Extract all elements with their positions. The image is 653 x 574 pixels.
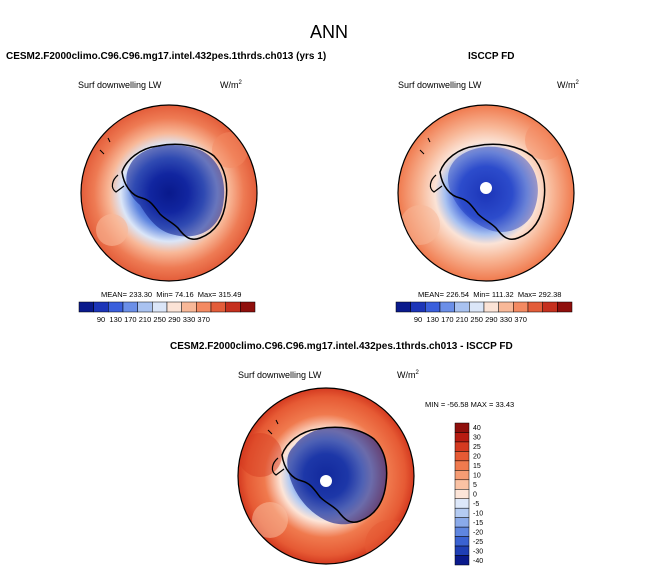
- obs-colorbar-box: [513, 301, 529, 313]
- diff-colorbar-tick-label: -40: [473, 558, 483, 565]
- diff-colorbar-box: [454, 526, 470, 537]
- model-colorbar-box: [225, 301, 241, 313]
- obs-colorbar-tick-label: 90: [414, 315, 422, 324]
- diff-minmax: MIN = -56.58 MAX = 33.43: [425, 400, 515, 409]
- diff-colorbar-tick-label: 30: [473, 435, 481, 442]
- obs-colorbar-tick-label: 290: [485, 315, 498, 324]
- diff-colorbar-tick-label: -25: [473, 539, 483, 546]
- diff-colorbar-tick-label: -10: [473, 510, 483, 517]
- model-colorbar-box: [108, 301, 124, 313]
- diff-colorbar: 40 30 25 20 15 10 5 0 -5 -10 -15 -20 -25 -30 -40: [454, 422, 483, 566]
- model-colorbar-box: [152, 301, 168, 313]
- obs-colorbar-box: [483, 301, 499, 313]
- obs-colorbar-box: [454, 301, 470, 313]
- obs-colorbar: 90 130 170 210 250 290 330 370: [395, 301, 573, 324]
- obs-variable-label: Surf downwelling LW: [398, 80, 482, 90]
- obs-colorbar-tick-label: 130: [426, 315, 439, 324]
- diff-colorbar-tick-label: -20: [473, 529, 483, 536]
- model-colorbar-box: [181, 301, 197, 313]
- diff-colorbar-box: [454, 479, 470, 490]
- obs-colorbar-box: [498, 301, 514, 313]
- diff-colorbar-box: [454, 545, 470, 556]
- model-colorbar-tick-label: 370: [197, 315, 210, 324]
- obs-stats: MEAN= 226.54 Min= 111.32 Max= 292.38: [418, 290, 562, 299]
- obs-colorbar-tick-label: 330: [500, 315, 513, 324]
- diff-colorbar-box: [454, 432, 470, 443]
- diff-variable-label: Surf downwelling LW: [238, 370, 322, 380]
- obs-colorbar-box: [410, 301, 426, 313]
- diff-colorbar-tick-label: -15: [473, 520, 483, 527]
- diff-colorbar-tick-label: 15: [473, 463, 481, 470]
- diff-colorbar-tick-label: 25: [473, 444, 481, 451]
- diff-polar-map: [237, 387, 415, 565]
- diff-colorbar-box: [454, 422, 470, 433]
- diff-colorbar-tick-label: 5: [473, 482, 477, 489]
- figure-title: ANN: [310, 22, 349, 42]
- model-colorbar: 90 130 170 210 250 290 330 370: [78, 301, 256, 324]
- diff-antarctica-coastline: [281, 426, 388, 523]
- model-colorbar-tick-label: 290: [168, 315, 181, 324]
- model-colorbar-tick-label: 250: [153, 315, 166, 324]
- model-colorbar-box: [240, 301, 256, 313]
- obs-colorbar-tick-label: 370: [514, 315, 527, 324]
- obs-colorbar-tick-label: 210: [456, 315, 469, 324]
- obs-case-title: ISCCP FD: [468, 51, 515, 62]
- model-colorbar-tick-label: 210: [139, 315, 152, 324]
- diff-colorbar-box: [454, 507, 470, 518]
- obs-colorbar-box: [557, 301, 573, 313]
- model-colorbar-tick-label: 330: [183, 315, 196, 324]
- diff-colorbar-box: [454, 536, 470, 547]
- diff-colorbar-box: [454, 460, 470, 471]
- model-colorbar-box: [122, 301, 138, 313]
- obs-units-label: W/m2: [557, 80, 579, 90]
- model-colorbar-box: [93, 301, 109, 313]
- diff-colorbar-tick-label: 0: [473, 492, 477, 499]
- obs-colorbar-box: [542, 301, 558, 313]
- obs-colorbar-tick-label: 170: [441, 315, 454, 324]
- diff-colorbar-box: [454, 498, 470, 509]
- obs-colorbar-box: [425, 301, 441, 313]
- model-units-label: W/m2: [220, 80, 242, 90]
- diff-colorbar-tick-label: 40: [473, 425, 481, 432]
- diff-colorbar-tick-label: 10: [473, 473, 481, 480]
- model-case-title: CESM2.F2000climo.C96.C96.mg17.intel.432p…: [6, 51, 327, 62]
- model-colorbar-box: [166, 301, 182, 313]
- diff-case-title: CESM2.F2000climo.C96.C96.mg17.intel.432p…: [170, 341, 513, 352]
- obs-colorbar-box: [439, 301, 455, 313]
- diff-colorbar-tick-label: -30: [473, 548, 483, 555]
- obs-colorbar-tick-label: 250: [470, 315, 483, 324]
- diff-colorbar-box: [454, 441, 470, 452]
- obs-antarctica-coastline: [439, 143, 546, 240]
- diff-colorbar-box: [454, 489, 470, 499]
- obs-colorbar-box: [527, 301, 543, 313]
- model-colorbar-box: [210, 301, 226, 313]
- model-colorbar-box: [137, 301, 153, 313]
- diff-colorbar-box: [454, 555, 470, 566]
- diff-units-label: W/m2: [397, 370, 419, 380]
- model-antarctica-coastline: [121, 143, 228, 240]
- model-variable-label: Surf downwelling LW: [78, 80, 162, 90]
- obs-pole-hole: [480, 182, 492, 194]
- model-polar-map: [80, 104, 258, 282]
- model-colorbar-box: [78, 301, 94, 313]
- model-colorbar-tick-label: 170: [124, 315, 137, 324]
- obs-colorbar-box: [395, 301, 411, 313]
- model-colorbar-box: [196, 301, 212, 313]
- obs-colorbar-box: [469, 301, 485, 313]
- diff-colorbar-tick-label: -5: [473, 501, 479, 508]
- diff-pole-hole: [320, 475, 332, 487]
- diff-colorbar-tick-label: 20: [473, 454, 481, 461]
- diff-colorbar-box: [454, 517, 470, 528]
- model-stats: MEAN= 233.30 Min= 74.16 Max= 315.49: [101, 290, 242, 299]
- diff-colorbar-box: [454, 451, 470, 462]
- model-colorbar-tick-label: 90: [97, 315, 105, 324]
- model-colorbar-tick-label: 130: [109, 315, 122, 324]
- diff-colorbar-box: [454, 470, 470, 481]
- obs-polar-map: [397, 104, 575, 282]
